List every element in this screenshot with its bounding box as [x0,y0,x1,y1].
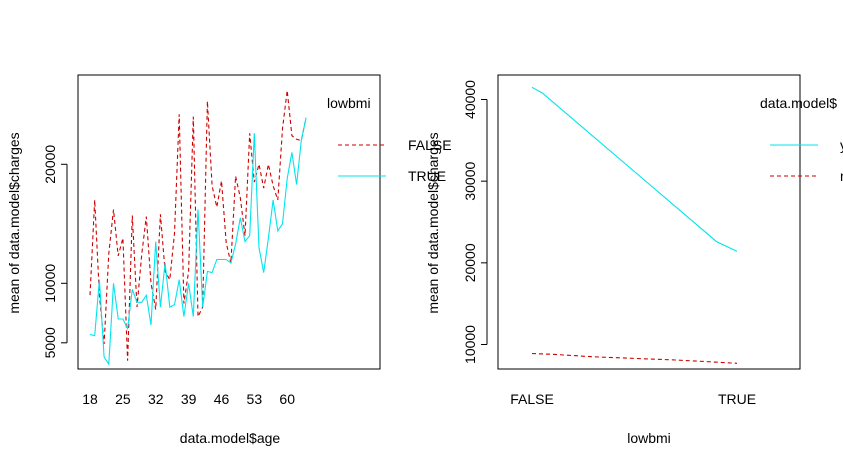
right-series-line-n [531,352,738,364]
right-y-tick-label: 20000 [462,243,478,282]
left-series-line-false [89,90,307,361]
left-chart: 18 25 32 39 46 53 60 5000 10000 20000 data.model$… [6,74,452,446]
right-legend-label-n: n [840,168,843,184]
right-x-tick-label: FALSE [510,391,554,407]
right-series-group [531,86,738,364]
right-x-tick-label: TRUE [718,391,756,407]
left-y-axis-label: mean of data.model$charges [6,132,22,313]
right-axes-group: FALSE TRUE 10000 20000 30000 40000 [462,80,756,407]
left-y-tick-label: 20000 [42,145,58,184]
left-x-tick-label: 53 [247,391,263,407]
right-chart: FALSE TRUE 10000 20000 30000 40000 lowbmi mea… [425,74,843,446]
left-y-tick-label: 5000 [42,327,58,358]
left-x-tick-label: 32 [148,391,164,407]
right-y-tick-label: 10000 [462,325,478,364]
left-x-tick-label: 18 [82,391,98,407]
left-x-tick-label: 46 [214,391,230,407]
left-legend-label-true: TRUE [408,168,446,184]
left-plot-frame [77,74,381,370]
left-legend: lowbmi FALSE TRUE [327,95,452,184]
left-x-tick-label: 25 [115,391,131,407]
right-series-line-y [531,86,738,252]
left-series-group [89,90,307,366]
left-series-line-true [89,117,307,366]
left-axes-group: 18 25 32 39 46 53 60 5000 10000 20000 [42,145,295,407]
right-x-axis-label: lowbmi [627,430,671,446]
right-y-tick-label: 40000 [462,80,478,119]
left-legend-title: lowbmi [327,95,371,111]
right-y-tick-label: 30000 [462,161,478,200]
right-legend: data.model$ y n [760,95,843,184]
left-x-tick-label: 39 [181,391,197,407]
left-legend-label-false: FALSE [408,137,452,153]
left-y-tick-label: 10000 [42,264,58,303]
left-x-tick-label: 60 [279,391,295,407]
right-y-axis-label: mean of data.model$charges [425,132,441,313]
right-legend-title: data.model$ [760,95,837,111]
left-x-axis-label: data.model$age [180,430,281,446]
right-plot-frame [497,74,801,370]
right-legend-label-y: y [840,137,843,153]
